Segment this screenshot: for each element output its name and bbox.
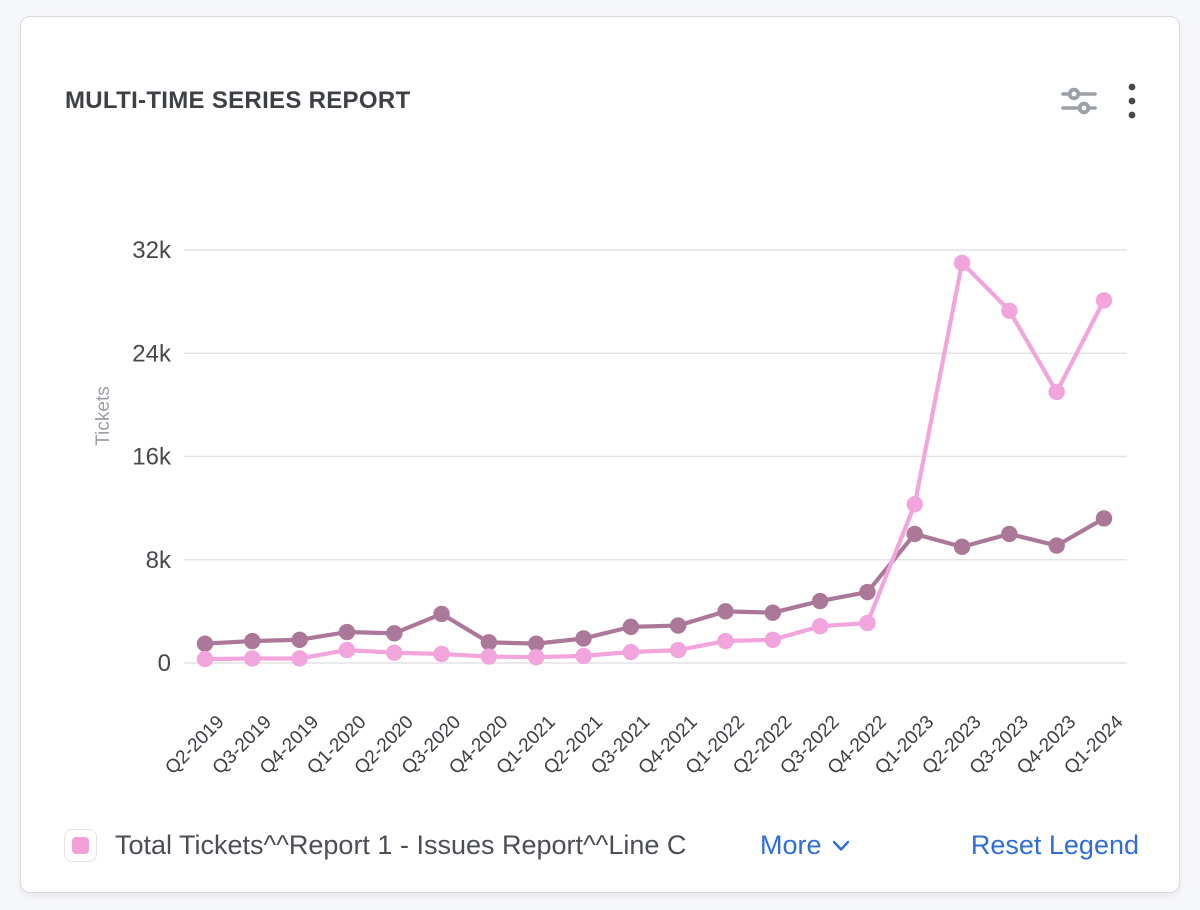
legend-more-button[interactable]: More (760, 830, 850, 861)
data-point[interactable] (811, 592, 829, 610)
data-point[interactable] (291, 631, 308, 648)
y-axis-tick-label: 0 (158, 650, 171, 677)
data-point[interactable] (575, 630, 592, 647)
data-point[interactable] (811, 618, 829, 635)
data-point[interactable] (1095, 292, 1113, 309)
y-axis-tick-label: 8k (146, 547, 172, 574)
data-point[interactable] (386, 625, 403, 642)
y-axis-tick-label: 16k (132, 444, 172, 471)
data-point[interactable] (244, 650, 261, 667)
series-line (202, 260, 1107, 662)
chart-area: 0 8k 16k 24k 32k Tickets Q2-2019 Q3-2019 Q4-2019… (21, 17, 1181, 801)
data-point[interactable] (480, 648, 498, 665)
data-point[interactable] (906, 525, 923, 543)
data-point[interactable] (244, 632, 261, 650)
line-chart[interactable]: 08k16k24k32kTicketsQ2-2019Q3-2019Q4-2019… (21, 17, 1181, 801)
data-point[interactable] (196, 650, 214, 668)
data-point[interactable] (1048, 383, 1065, 401)
data-point[interactable] (953, 254, 971, 272)
legend-more-label: More (760, 830, 822, 860)
data-point[interactable] (859, 614, 876, 632)
header-icons (1059, 79, 1139, 123)
chevron-down-icon (832, 840, 849, 851)
legend-series-label[interactable]: Total Tickets^^Report 1 - Issues Report^… (115, 830, 687, 860)
data-point[interactable] (291, 650, 308, 667)
reset-legend-button[interactable]: Reset Legend (970, 830, 1139, 860)
y-axis-tick-label: 32k (132, 237, 172, 264)
data-point[interactable] (669, 617, 687, 634)
data-point[interactable] (480, 634, 498, 651)
data-point[interactable] (669, 641, 687, 659)
y-axis-title: Tickets (93, 386, 114, 445)
data-point[interactable] (859, 583, 876, 601)
report-title: MULTI-TIME SERIES REPORT (65, 87, 411, 114)
legend-swatch[interactable] (64, 829, 97, 862)
data-point[interactable] (433, 605, 450, 623)
data-point[interactable] (717, 603, 734, 620)
data-point[interactable] (764, 631, 781, 648)
data-point[interactable] (196, 635, 214, 652)
data-point[interactable] (528, 648, 545, 666)
data-point[interactable] (528, 635, 545, 652)
data-point[interactable] (953, 538, 971, 556)
data-point[interactable] (433, 645, 450, 663)
y-axis-tick-label: 24k (132, 340, 172, 367)
data-point[interactable] (338, 641, 356, 659)
legend-swatch-color (72, 837, 89, 854)
data-point[interactable] (622, 643, 640, 661)
report-card: MULTI-TIME SERIES REPORT (20, 16, 1180, 893)
data-point[interactable] (1048, 537, 1065, 554)
data-point[interactable] (1001, 525, 1018, 543)
legend-row: Total Tickets^^Report 1 - Issues Report^… (64, 829, 1139, 862)
card-header: MULTI-TIME SERIES REPORT (65, 79, 1139, 123)
chart-settings-sliders-icon[interactable] (1059, 81, 1099, 121)
kebab-menu-icon[interactable] (1125, 79, 1139, 123)
data-point[interactable] (764, 604, 781, 621)
data-point[interactable] (386, 644, 403, 661)
data-point[interactable] (575, 647, 592, 665)
data-point[interactable] (1095, 510, 1113, 527)
series-line (202, 516, 1107, 646)
data-point[interactable] (906, 496, 923, 513)
data-point[interactable] (1001, 302, 1018, 319)
data-point[interactable] (622, 618, 640, 636)
data-point[interactable] (338, 623, 356, 641)
data-point[interactable] (717, 632, 734, 650)
